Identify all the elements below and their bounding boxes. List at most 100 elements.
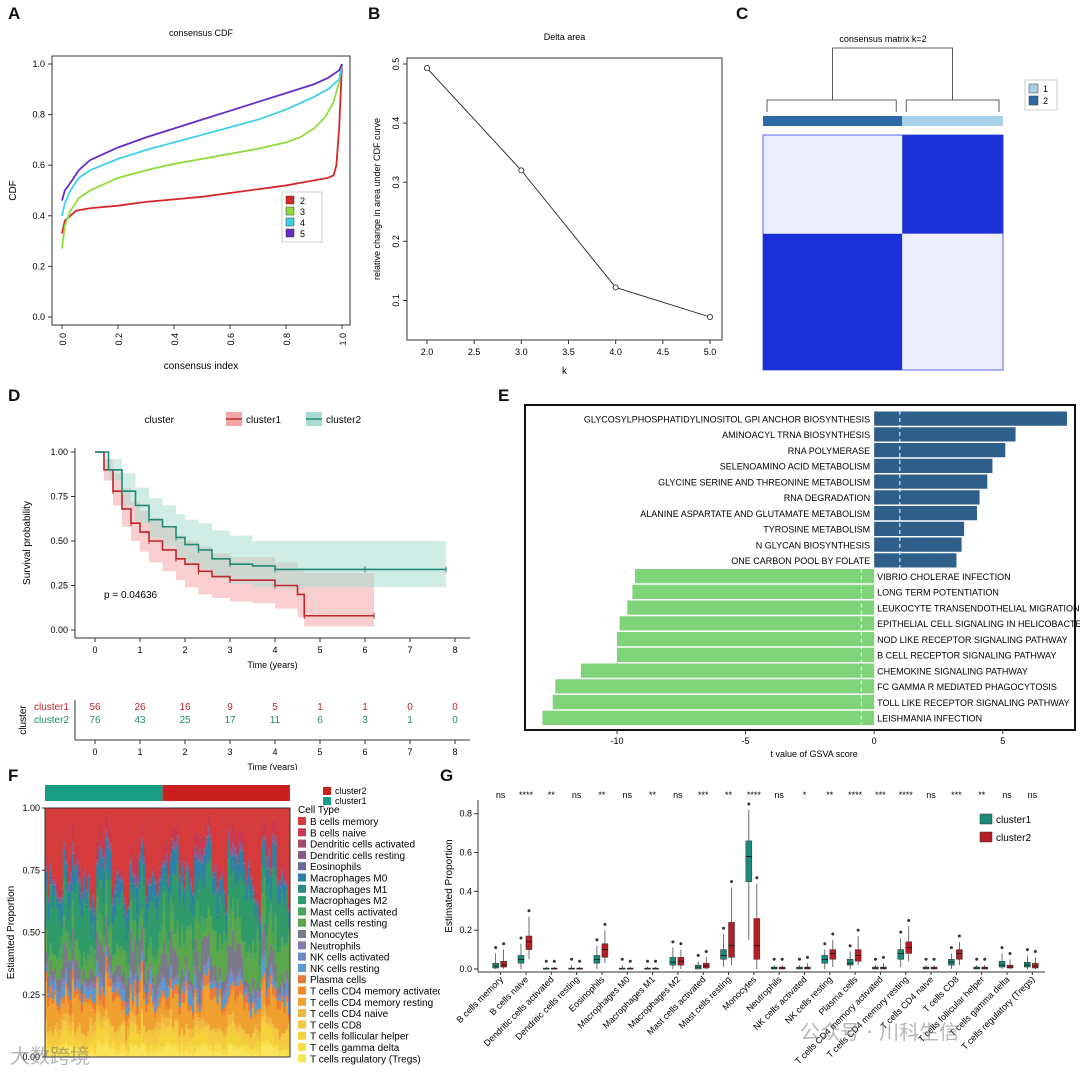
proportion-segment [265, 1003, 269, 1010]
proportion-segment [218, 935, 222, 968]
proportion-segment [287, 909, 291, 911]
proportion-segment [283, 808, 286, 873]
proportion-segment [140, 971, 144, 975]
proportion-segment [118, 877, 122, 880]
proportion-segment [254, 959, 257, 991]
proportion-segment [120, 892, 124, 894]
proportion-segment [283, 948, 286, 984]
proportion-segment [243, 1029, 246, 1033]
risk-count: 26 [134, 702, 146, 713]
proportion-segment [125, 808, 128, 904]
proportion-segment [105, 868, 108, 881]
proportion-segment [183, 907, 186, 943]
proportion-segment [229, 854, 233, 857]
proportion-segment [89, 908, 93, 911]
proportion-segment [258, 985, 262, 989]
proportion-segment [178, 874, 182, 876]
proportion-segment [171, 947, 175, 979]
proportion-segment [265, 866, 269, 869]
proportion-segment [263, 1044, 266, 1057]
proportion-segment [263, 956, 266, 973]
proportion-segment [127, 1052, 130, 1056]
proportion-segment [223, 912, 226, 931]
proportion-segment [225, 1055, 228, 1057]
box-outlier [957, 934, 961, 938]
proportion-segment [127, 1006, 130, 1013]
proportion-segment [51, 1036, 55, 1048]
proportion-segment [134, 980, 137, 982]
proportion-segment [151, 902, 155, 956]
proportion-segment [220, 1000, 224, 1010]
proportion-segment [220, 981, 224, 995]
proportion-segment [116, 896, 119, 943]
proportion-segment [283, 882, 286, 885]
proportion-segment [229, 994, 233, 1016]
proportion-segment [163, 844, 166, 861]
proportion-segment [60, 1053, 64, 1057]
matrix-offdiag-top [763, 135, 903, 234]
proportion-segment [87, 1048, 90, 1053]
proportion-segment [138, 1048, 142, 1057]
proportion-segment [156, 892, 159, 895]
proportion-segment [194, 966, 197, 975]
proportion-segment [149, 971, 153, 984]
box-outlier [797, 957, 801, 961]
proportion-segment [209, 956, 213, 980]
proportion-segment [252, 944, 255, 978]
proportion-segment [203, 888, 206, 920]
proportion-segment [163, 874, 166, 888]
proportion-segment [145, 962, 148, 965]
proportion-segment [100, 987, 104, 1001]
proportion-segment [272, 834, 275, 841]
proportion-segment [51, 1032, 55, 1037]
proportion-segment [160, 865, 164, 868]
proportion-segment [174, 851, 177, 875]
proportion-segment [71, 1049, 75, 1057]
legend-swatch-1 [1028, 83, 1039, 94]
proportion-segment [178, 1014, 182, 1016]
proportion-segment [131, 875, 135, 878]
box-outlier [544, 959, 548, 963]
proportion-segment [120, 1024, 124, 1040]
proportion-segment [267, 1026, 271, 1040]
proportion-segment [265, 842, 269, 857]
proportion-segment [116, 869, 119, 871]
proportion-segment [232, 912, 235, 931]
proportion-segment [267, 830, 271, 849]
proportion-segment [73, 894, 77, 941]
proportion-segment [45, 855, 48, 867]
proportion-segment [85, 988, 88, 999]
proportion-segment [62, 976, 66, 982]
proportion-segment [65, 1012, 68, 1022]
proportion-segment [58, 1040, 61, 1047]
proportion-segment [94, 966, 97, 977]
proportion-segment [58, 964, 61, 980]
proportion-segment [218, 808, 222, 867]
proportion-segment [247, 866, 251, 867]
proportion-segment [136, 914, 139, 925]
proportion-segment [134, 937, 137, 974]
proportion-segment [109, 979, 113, 987]
proportion-segment [232, 897, 235, 913]
proportion-segment [165, 1045, 168, 1057]
proportion-segment [80, 891, 84, 893]
proportion-segment [127, 1016, 130, 1020]
proportion-segment [238, 980, 242, 992]
proportion-segment [245, 808, 248, 877]
proportion-segment [65, 861, 68, 864]
proportion-segment [247, 883, 251, 890]
proportion-segment [285, 977, 289, 983]
proportion-segment [245, 990, 248, 993]
proportion-segment [131, 1000, 135, 1005]
gsva-bar [874, 443, 1006, 458]
proportion-segment [185, 872, 188, 875]
significance-label: **** [747, 790, 762, 800]
y-axis-label: Estiamted Proportion [6, 886, 17, 979]
proportion-segment [209, 989, 213, 1001]
proportion-segment [134, 1015, 137, 1024]
proportion-segment [198, 881, 202, 924]
proportion-segment [256, 982, 260, 992]
proportion-segment [58, 1011, 61, 1016]
proportion-segment [169, 881, 173, 894]
proportion-segment [138, 939, 142, 966]
